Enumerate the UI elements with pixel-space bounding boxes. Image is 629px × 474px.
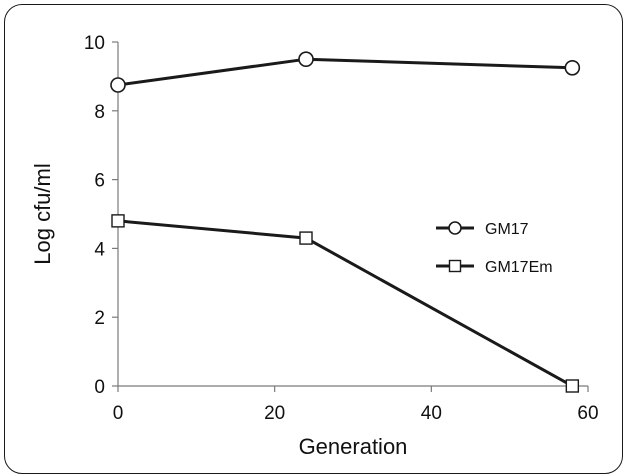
legend-item: GM17 [436, 221, 529, 238]
data-point [110, 77, 126, 93]
series-line [117, 219, 574, 388]
y-tick-label: 8 [94, 102, 105, 123]
data-point [564, 60, 581, 76]
y-tick-label: 4 [94, 239, 105, 260]
y-tick-label: 2 [94, 308, 105, 329]
x-tick-label: 60 [577, 403, 598, 424]
series-gm17 [110, 51, 581, 93]
y-ticks: 0 2 4 6 8 10 [84, 33, 118, 398]
y-tick-label: 10 [84, 33, 105, 54]
y-tick-label: 0 [94, 377, 105, 398]
axes [117, 42, 588, 387]
data-point [111, 214, 125, 228]
x-tick-label: 20 [264, 403, 285, 424]
legend-label: GM17Em [485, 259, 553, 276]
data-point [298, 51, 314, 68]
x-tick-label: 40 [421, 403, 442, 424]
y-axis-title: Log cfu/ml [30, 163, 55, 265]
series-layer [110, 51, 581, 393]
x-ticks: 0 20 40 60 [113, 386, 599, 424]
y-tick-label: 6 [94, 171, 105, 192]
data-point [299, 231, 313, 245]
legend-marker [448, 221, 462, 235]
x-tick-label: 0 [113, 403, 124, 424]
line-chart: 0 2 4 6 8 10 0 20 40 60 GM17 GM17Em Generation Lo… [30, 33, 599, 459]
legend-marker [448, 259, 462, 273]
legend-item: GM17Em [436, 259, 553, 276]
legend: GM17 GM17Em [436, 221, 553, 276]
series-gm17em [111, 214, 580, 393]
series-line [117, 57, 573, 87]
x-axis-title: Generation [299, 434, 408, 459]
data-point [565, 379, 580, 393]
legend-label: GM17 [485, 221, 529, 238]
